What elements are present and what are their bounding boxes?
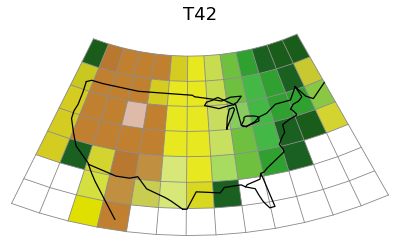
Title: T42: T42 [183,6,217,24]
